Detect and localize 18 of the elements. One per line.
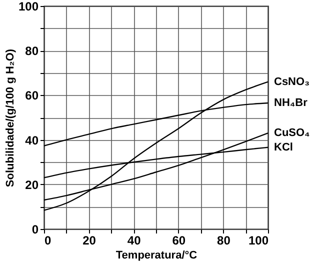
y-tick-label: 60 [25, 88, 39, 103]
series-label: KCl [274, 141, 293, 154]
y-tick-label: 80 [25, 44, 39, 58]
x-tick-label: 20 [82, 234, 96, 248]
x-tick-label: 100 [248, 234, 269, 248]
y-tick-label: 0 [32, 222, 39, 236]
x-tick-label: 40 [127, 234, 142, 248]
series-label: CuSO₄ [274, 127, 310, 140]
x-tick-label: 0 [44, 234, 52, 248]
y-axis-title: Solubilidade/(g/100 g H₂O) [4, 48, 16, 188]
series-label: NH₄Br [274, 97, 308, 110]
y-tick-label: 100 [18, 0, 39, 14]
x-axis-title: Temperatura/°C [116, 250, 198, 262]
y-tick-label: 20 [25, 178, 39, 192]
y-tick-label: 40 [25, 133, 39, 148]
x-tick-label: 80 [217, 234, 231, 248]
series-label: CsNO₃ [274, 76, 310, 88]
x-tick-label: 60 [172, 234, 186, 248]
